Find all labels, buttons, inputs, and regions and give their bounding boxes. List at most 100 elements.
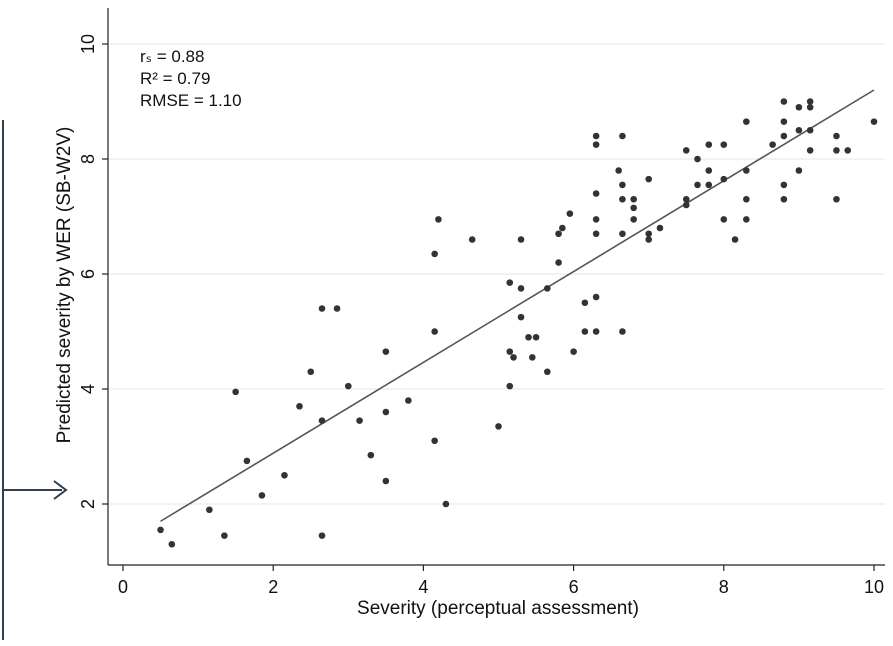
data-point-3 <box>221 532 228 539</box>
y-tick-label-10: 10 <box>78 34 98 54</box>
data-point-4 <box>232 388 239 396</box>
data-point-12 <box>318 532 326 539</box>
data-point-100 <box>870 118 878 125</box>
data-point-18 <box>382 408 390 416</box>
data-point-33 <box>517 285 525 292</box>
data-point-19 <box>382 477 390 485</box>
data-point-82 <box>743 216 750 223</box>
fit-line <box>160 89 875 522</box>
data-point-81 <box>743 195 750 203</box>
data-point-38 <box>544 285 551 292</box>
data-point-79 <box>743 118 750 125</box>
data-point-64 <box>645 230 652 238</box>
x-tick-label-0: 0 <box>118 577 128 597</box>
data-point-5 <box>243 457 251 465</box>
data-point-65 <box>645 236 652 243</box>
data-point-29 <box>506 348 514 355</box>
data-point-22 <box>431 328 438 335</box>
data-point-0 <box>157 526 164 534</box>
data-point-52 <box>592 293 600 301</box>
data-point-37 <box>532 333 540 341</box>
data-point-2 <box>206 506 213 514</box>
side-bracket-arrow <box>2 120 68 640</box>
data-point-63 <box>645 175 652 183</box>
data-point-98 <box>833 195 840 203</box>
y-tick-labels: 2 4 6 8 10 <box>78 34 98 509</box>
data-point-27 <box>495 423 502 430</box>
data-point-50 <box>592 216 600 223</box>
data-point-83 <box>769 141 776 148</box>
data-point-72 <box>705 141 713 148</box>
data-point-97 <box>833 147 840 154</box>
data-point-69 <box>682 201 690 209</box>
data-point-10 <box>318 305 326 312</box>
data-point-58 <box>619 230 626 238</box>
data-point-74 <box>705 181 713 189</box>
data-point-47 <box>592 132 600 140</box>
data-point-23 <box>431 437 438 445</box>
y-tick-label-6: 6 <box>78 269 98 279</box>
data-point-11 <box>318 417 326 424</box>
data-point-51 <box>592 230 600 238</box>
plot-background <box>105 8 888 568</box>
data-point-80 <box>743 167 750 174</box>
data-point-91 <box>795 167 803 174</box>
data-point-66 <box>656 224 664 232</box>
x-tick-label-4: 4 <box>418 577 428 597</box>
data-point-88 <box>780 195 788 203</box>
data-point-53 <box>592 328 600 335</box>
data-point-21 <box>431 250 438 258</box>
data-point-7 <box>281 471 288 479</box>
data-point-20 <box>405 397 412 404</box>
data-point-75 <box>720 141 728 148</box>
data-point-68 <box>682 195 690 203</box>
axes <box>102 8 885 571</box>
x-tick-label-8: 8 <box>719 577 729 597</box>
data-point-71 <box>694 181 701 189</box>
data-points <box>157 98 878 548</box>
y-tick-label-8: 8 <box>78 154 98 164</box>
data-point-95 <box>806 147 814 154</box>
data-point-70 <box>694 155 701 163</box>
data-point-15 <box>356 417 363 424</box>
data-point-1 <box>168 540 176 548</box>
stat-r2: R² = 0.79 <box>140 69 210 88</box>
data-point-57 <box>619 195 626 203</box>
y-tick-label-4: 4 <box>78 384 98 394</box>
data-point-54 <box>615 167 622 174</box>
data-point-49 <box>592 190 600 197</box>
data-point-28 <box>506 279 514 286</box>
data-point-86 <box>780 132 788 140</box>
data-point-35 <box>525 333 532 341</box>
data-point-34 <box>517 313 525 321</box>
data-point-42 <box>559 224 566 232</box>
data-point-73 <box>705 167 713 174</box>
data-point-89 <box>795 103 803 111</box>
data-point-93 <box>806 103 814 111</box>
data-point-24 <box>435 216 442 223</box>
stat-rmse: RMSE = 1.10 <box>140 91 242 110</box>
data-point-17 <box>382 348 390 355</box>
data-point-84 <box>780 98 788 105</box>
data-point-99 <box>844 147 852 154</box>
data-point-8 <box>296 402 303 410</box>
x-tick-labels: 0 2 4 6 8 10 <box>118 577 884 597</box>
data-point-90 <box>795 126 803 134</box>
data-point-56 <box>619 181 626 189</box>
data-point-87 <box>780 181 788 189</box>
x-tick-label-6: 6 <box>569 577 579 597</box>
x-tick-label-10: 10 <box>864 577 884 597</box>
x-tick-label-2: 2 <box>268 577 278 597</box>
data-point-14 <box>345 382 352 390</box>
data-point-32 <box>517 236 525 243</box>
data-point-85 <box>780 118 788 125</box>
data-point-62 <box>630 216 637 223</box>
data-point-92 <box>806 98 814 105</box>
data-point-60 <box>630 195 637 203</box>
stat-rs: rₛ = 0.88 <box>140 47 204 66</box>
data-point-77 <box>720 216 728 223</box>
data-point-13 <box>333 305 341 312</box>
data-point-30 <box>506 382 514 390</box>
data-point-59 <box>619 328 626 335</box>
data-point-31 <box>510 354 517 361</box>
